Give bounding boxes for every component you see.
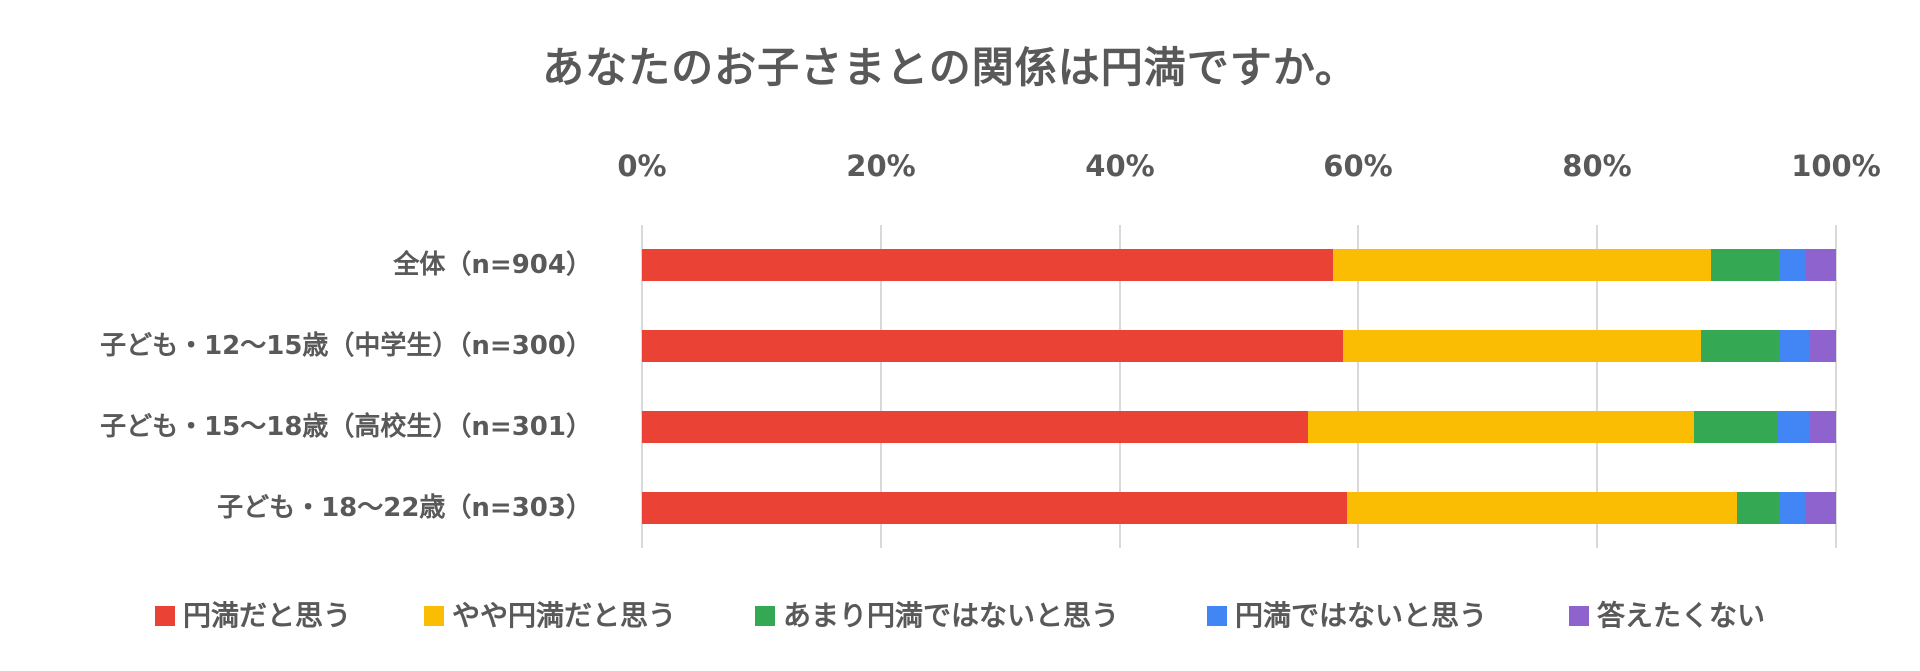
- bar-segment: [1342, 330, 1702, 362]
- legend-label: 円満ではないと思う: [1235, 599, 1488, 632]
- legend-swatch-yellow-icon: [424, 606, 444, 626]
- x-tick-0: 0%: [617, 149, 667, 183]
- x-tick-20: 20%: [846, 149, 916, 183]
- category-label-18-22: 子ども・18〜22歳（n=303）: [217, 493, 592, 523]
- bar-segment: [1693, 411, 1778, 443]
- legend-swatch-red-icon: [155, 606, 175, 626]
- bar-segment: [642, 411, 1309, 443]
- bar-segment: [1779, 330, 1809, 362]
- gridline-60: [1357, 225, 1359, 548]
- x-tick-100: 100%: [1791, 149, 1881, 183]
- bar-segment: [1808, 411, 1836, 443]
- bar-row: [642, 249, 1836, 281]
- bar-segment: [1808, 330, 1836, 362]
- gridline-100: [1835, 225, 1837, 548]
- category-label-junior-high: 子ども・12〜15歳（中学生）（n=300）: [100, 331, 592, 361]
- bar-segment: [1778, 249, 1805, 281]
- chart-title: あなたのお子さまとの関係は円満ですか。: [542, 43, 1358, 92]
- bar-segment: [642, 492, 1347, 524]
- bar-segment: [1308, 411, 1694, 443]
- gridline-80: [1596, 225, 1598, 548]
- category-label-all: 全体（n=904）: [393, 250, 592, 280]
- bar-segment: [1333, 249, 1711, 281]
- legend-item-satisfied: 円満だと思う: [155, 596, 351, 636]
- bar-segment: [1777, 411, 1809, 443]
- legend-item-somewhat-satisfied: やや円満だと思う: [424, 596, 676, 636]
- gridline-20: [880, 225, 882, 548]
- legend-swatch-blue-icon: [1207, 606, 1227, 626]
- legend-label: 答えたくない: [1597, 599, 1766, 632]
- gridline-0: [641, 225, 643, 548]
- legend-swatch-green-icon: [755, 606, 775, 626]
- bar-row: [642, 492, 1836, 524]
- bar-segment: [1804, 492, 1836, 524]
- bar-segment: [1736, 492, 1780, 524]
- legend-label: やや円満だと思う: [452, 599, 677, 632]
- bar-segment: [1710, 249, 1779, 281]
- bar-segment: [1346, 492, 1737, 524]
- bar-row: [642, 411, 1836, 443]
- legend-label: あまり円満ではないと思う: [783, 599, 1120, 632]
- legend-label: 円満だと思う: [183, 599, 352, 632]
- bar-segment: [1779, 492, 1805, 524]
- x-tick-40: 40%: [1085, 149, 1155, 183]
- x-tick-60: 60%: [1323, 149, 1393, 183]
- category-label-high-school: 子ども・15〜18歳（高校生）（n=301）: [100, 412, 592, 442]
- bar-segment: [642, 330, 1343, 362]
- bar-segment: [1804, 249, 1836, 281]
- legend: 円満だと思う やや円満だと思う あまり円満ではないと思う 円満ではないと思う 答…: [0, 596, 1920, 636]
- legend-item-no-answer: 答えたくない: [1569, 596, 1765, 636]
- bar-segment: [1701, 330, 1780, 362]
- bar-row: [642, 330, 1836, 362]
- gridline-40: [1119, 225, 1121, 548]
- legend-swatch-purple-icon: [1569, 606, 1589, 626]
- legend-item-not-satisfied: 円満ではないと思う: [1207, 596, 1487, 636]
- legend-item-not-very-satisfied: あまり円満ではないと思う: [755, 596, 1119, 636]
- bar-segment: [642, 249, 1334, 281]
- x-tick-80: 80%: [1562, 149, 1632, 183]
